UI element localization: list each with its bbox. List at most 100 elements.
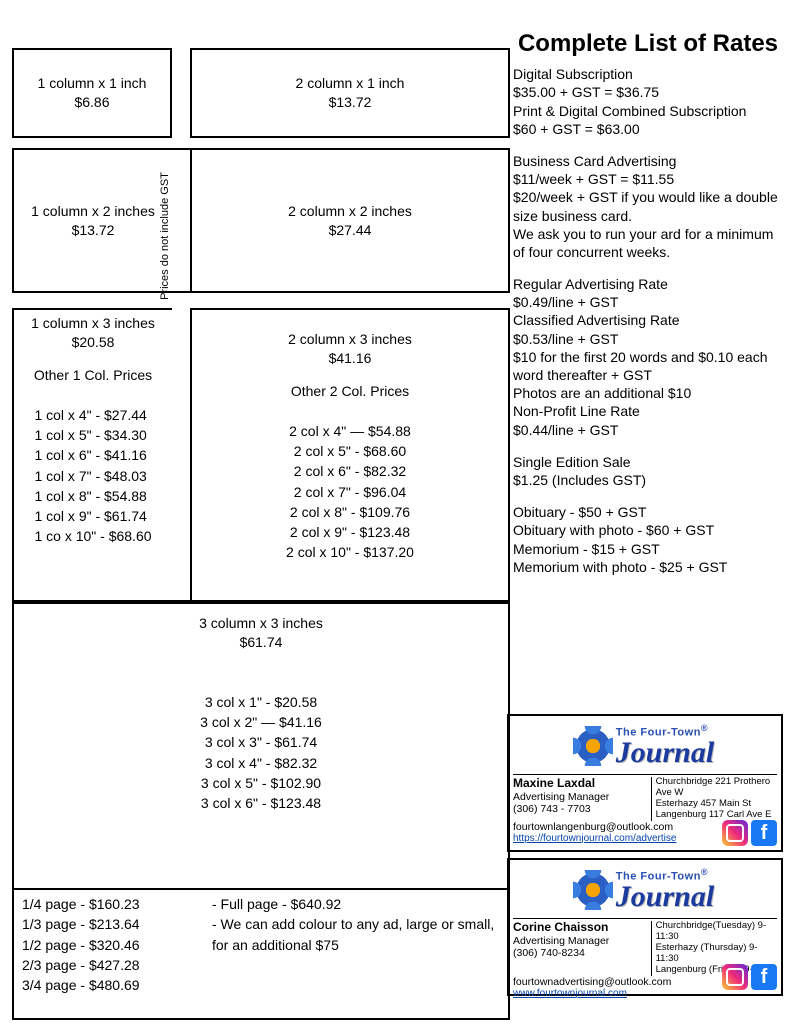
rates-text: Complete List of Rates Digital Subscript…	[513, 28, 783, 590]
bc-line: We ask you to run your ard for a minimum…	[513, 225, 783, 261]
rate-label: 1 column x 2 inches	[31, 202, 155, 221]
price-line: 2 col x 7" - $96.04	[286, 482, 414, 502]
price-line: 2/3 page - $427.28	[22, 955, 182, 975]
addr-line: Esterhazy (Thursday) 9-11:30	[656, 943, 777, 965]
price-line: 1 col x 4" - $27.44	[34, 405, 151, 425]
ob-line: Memorium - $15 + GST	[513, 540, 783, 558]
col1-other-list: 1 col x 4" - $27.44 1 col x 5" - $34.30 …	[34, 405, 151, 547]
rate-label: 2 column x 2 inches	[288, 202, 412, 221]
price-line: 1 col x 6" - $41.16	[34, 445, 151, 465]
col3-other-list: 3 col x 1" - $20.58 3 col x 2" — $41.16 …	[200, 692, 322, 814]
rate-price: $13.72	[72, 221, 115, 240]
contact-title: Advertising Manager	[513, 935, 647, 947]
rate-box-1x2: 1 column x 2 inches $13.72	[12, 148, 172, 293]
np-line: $0.44/line + GST	[513, 421, 783, 439]
rate-price: $41.16	[329, 349, 372, 368]
cls-line: Photos are an additional $10	[513, 384, 783, 402]
addr-line: Churchbridge(Tuesday) 9-11:30	[656, 921, 777, 943]
price-line: 3 col x 6" - $123.48	[200, 793, 322, 813]
price-line: 1 col x 8" - $54.88	[34, 486, 151, 506]
contact-phone: (306) 743 - 7703	[513, 803, 647, 815]
digital-head: Digital Subscription	[513, 65, 783, 83]
journal-logo: The Four-Town® Journal	[513, 720, 777, 772]
logo-reg: ®	[701, 867, 708, 877]
combo-head: Print & Digital Combined Subscription	[513, 102, 783, 120]
page-price-list: 1/4 page - $160.23 1/3 page - $213.64 1/…	[22, 894, 182, 995]
rate-price: $61.74	[240, 633, 283, 652]
logo-reg: ®	[701, 723, 708, 733]
price-line: 2 col x 5" - $68.60	[286, 441, 414, 461]
rate-price: $13.72	[329, 93, 372, 112]
flower-icon	[576, 729, 610, 763]
price-line: 1 col x 7" - $48.03	[34, 466, 151, 486]
facebook-icon[interactable]: f	[751, 964, 777, 990]
price-line: 2 col x 9" - $123.48	[286, 522, 414, 542]
instagram-icon[interactable]	[722, 820, 748, 846]
ob-line: Memorium with photo - $25 + GST	[513, 558, 783, 576]
rate-price: $6.86	[74, 93, 109, 112]
facebook-icon[interactable]: f	[751, 820, 777, 846]
instagram-icon[interactable]	[722, 964, 748, 990]
addr-line: Churchbridge 221 Prothero Ave W	[656, 777, 777, 799]
colour-note: - We can add colour to any ad, large or …	[212, 914, 500, 955]
contact-phone: (306) 740-8234	[513, 947, 647, 959]
contact-title: Advertising Manager	[513, 791, 647, 803]
price-line: 1/3 page - $213.64	[22, 914, 182, 934]
price-line: 2 col x 8" - $109.76	[286, 502, 414, 522]
price-line: 1 col x 9" - $61.74	[34, 506, 151, 526]
full-page-price: - Full page - $640.92	[212, 894, 500, 914]
logo-main: Journal	[616, 882, 714, 912]
journal-logo: The Four-Town® Journal	[513, 864, 777, 916]
rate-box-3x3: 3 column x 3 inches $61.74 3 col x 1" - …	[12, 600, 510, 890]
business-card-1: The Four-Town® Journal Maxine Laxdal Adv…	[507, 714, 783, 852]
rate-price: $27.44	[329, 221, 372, 240]
business-card-2: The Four-Town® Journal Corine Chaisson A…	[507, 858, 783, 996]
price-line: 2 col x 10" - $137.20	[286, 542, 414, 562]
price-line: 1 col x 5" - $34.30	[34, 425, 151, 445]
np-head: Non-Profit Line Rate	[513, 402, 783, 420]
rate-label: 1 column x 3 inches	[31, 314, 155, 333]
col2-other-list: 2 col x 4" — $54.88 2 col x 5" - $68.60 …	[286, 421, 414, 563]
page-price-box: 1/4 page - $160.23 1/3 page - $213.64 1/…	[12, 890, 510, 1020]
logo-main: Journal	[616, 738, 714, 768]
price-line: 1/4 page - $160.23	[22, 894, 182, 914]
price-line: 3 col x 4" - $82.32	[200, 753, 322, 773]
rate-label: 2 column x 3 inches	[288, 330, 412, 349]
rate-box-2x3: 2 column x 3 inches $41.16 Other 2 Col. …	[190, 308, 510, 604]
price-line: 1 co x 10" - $68.60	[34, 526, 151, 546]
flower-icon	[576, 873, 610, 907]
gst-note: Prices do not include GST	[159, 156, 171, 316]
reg-head: Regular Advertising Rate	[513, 275, 783, 293]
rate-box-2x1: 2 column x 1 inch $13.72	[190, 48, 510, 138]
rate-box-1x1: 1 column x 1 inch $6.86	[12, 48, 172, 138]
page-title: Complete List of Rates	[513, 28, 783, 59]
price-line: 1/2 page - $320.46	[22, 935, 182, 955]
se-line: $1.25 (Includes GST)	[513, 471, 783, 489]
price-line: 3 col x 2" — $41.16	[200, 712, 322, 732]
combo-price: $60 + GST = $63.00	[513, 120, 783, 138]
se-head: Single Edition Sale	[513, 453, 783, 471]
reg-line: $0.49/line + GST	[513, 293, 783, 311]
col2-other-head: Other 2 Col. Prices	[291, 382, 409, 401]
price-line: 3 col x 3" - $61.74	[200, 732, 322, 752]
rate-label: 1 column x 1 inch	[38, 74, 147, 93]
cls-head: Classified Advertising Rate	[513, 311, 783, 329]
rate-box-1x3: 1 column x 3 inches $20.58 Other 1 Col. …	[12, 308, 172, 604]
ob-line: Obituary with photo - $60 + GST	[513, 521, 783, 539]
bc-head: Business Card Advertising	[513, 152, 783, 170]
price-line: 3 col x 1" - $20.58	[200, 692, 322, 712]
bc-line: $11/week + GST = $11.55	[513, 170, 783, 188]
digital-price: $35.00 + GST = $36.75	[513, 83, 783, 101]
col1-other-head: Other 1 Col. Prices	[34, 366, 152, 385]
price-line: 3 col x 5" - $102.90	[200, 773, 322, 793]
price-line: 2 col x 6" - $82.32	[286, 461, 414, 481]
ob-line: Obituary - $50 + GST	[513, 503, 783, 521]
cls-line: $0.53/line + GST	[513, 330, 783, 348]
rate-label: 3 column x 3 inches	[199, 614, 323, 633]
price-line: 3/4 page - $480.69	[22, 975, 182, 995]
rate-price: $20.58	[72, 333, 115, 352]
rate-box-2x2: 2 column x 2 inches $27.44	[190, 148, 510, 293]
cls-line: $10 for the first 20 words and $0.10 eac…	[513, 348, 783, 384]
bc-line: $20/week + GST if you would like a doubl…	[513, 188, 783, 224]
contact-name: Maxine Laxdal	[513, 777, 647, 791]
